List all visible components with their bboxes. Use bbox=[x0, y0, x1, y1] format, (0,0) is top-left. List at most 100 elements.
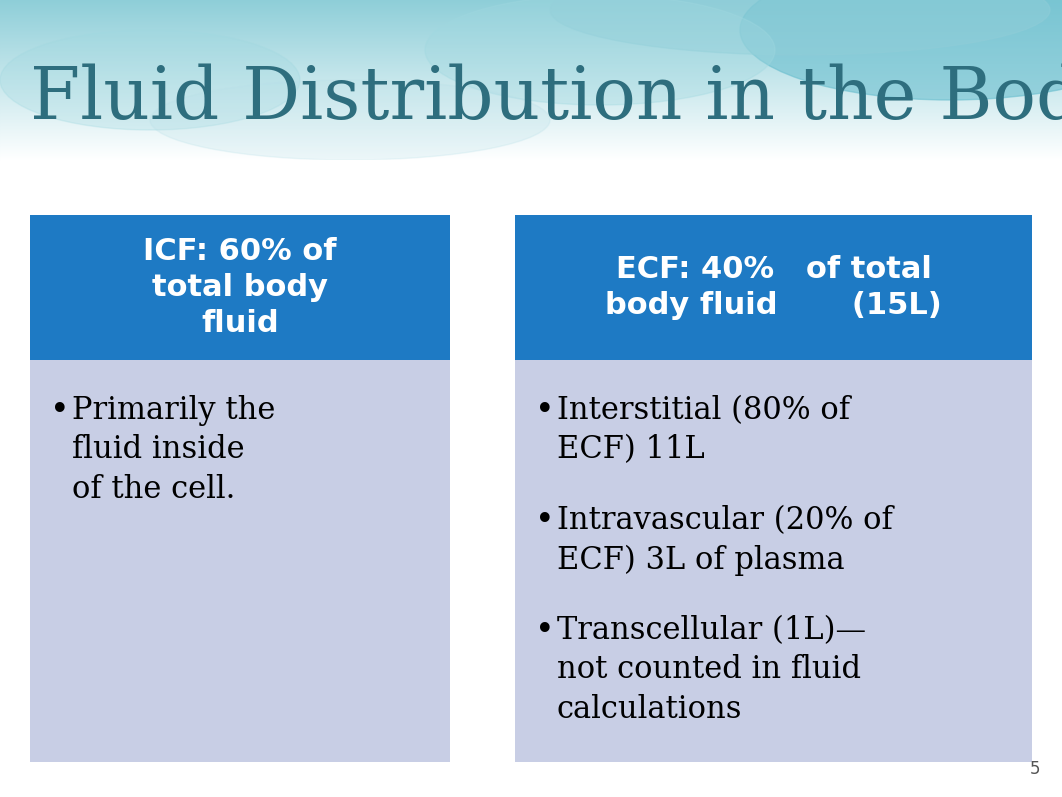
Bar bbox=[0, 21, 1062, 22]
Bar bbox=[0, 85, 1062, 86]
Bar bbox=[0, 90, 1062, 91]
Bar bbox=[0, 79, 1062, 80]
Bar bbox=[0, 76, 1062, 77]
Bar bbox=[0, 0, 1062, 1]
Bar bbox=[0, 138, 1062, 139]
Bar bbox=[0, 84, 1062, 85]
Bar bbox=[0, 154, 1062, 155]
Bar bbox=[0, 107, 1062, 108]
Text: •: • bbox=[535, 505, 554, 537]
Bar bbox=[0, 147, 1062, 148]
Bar bbox=[0, 148, 1062, 149]
Bar bbox=[0, 95, 1062, 96]
Bar bbox=[0, 110, 1062, 111]
Bar bbox=[0, 129, 1062, 130]
Bar bbox=[0, 23, 1062, 24]
Bar bbox=[0, 62, 1062, 63]
Bar bbox=[0, 66, 1062, 67]
Bar bbox=[0, 22, 1062, 23]
Bar bbox=[0, 105, 1062, 106]
Bar bbox=[0, 54, 1062, 55]
Bar bbox=[0, 18, 1062, 19]
Bar bbox=[0, 5, 1062, 6]
Bar bbox=[0, 117, 1062, 118]
Bar bbox=[0, 100, 1062, 101]
Bar bbox=[0, 10, 1062, 11]
Bar bbox=[0, 75, 1062, 76]
Bar bbox=[0, 26, 1062, 27]
Bar bbox=[0, 61, 1062, 62]
Bar bbox=[0, 130, 1062, 131]
Bar bbox=[0, 36, 1062, 37]
Bar bbox=[0, 8, 1062, 9]
Bar bbox=[0, 128, 1062, 129]
Bar bbox=[0, 33, 1062, 34]
Bar bbox=[0, 14, 1062, 15]
Bar bbox=[0, 16, 1062, 17]
Bar bbox=[0, 68, 1062, 69]
Text: Interstitial (80% of
ECF) 11L: Interstitial (80% of ECF) 11L bbox=[556, 395, 850, 465]
Bar bbox=[0, 17, 1062, 18]
Bar bbox=[0, 101, 1062, 102]
Bar bbox=[0, 35, 1062, 36]
Bar bbox=[0, 115, 1062, 116]
Bar bbox=[0, 103, 1062, 104]
Bar bbox=[0, 69, 1062, 70]
Bar bbox=[0, 11, 1062, 12]
Bar bbox=[0, 82, 1062, 83]
Text: Primarily the
fluid inside
of the cell.: Primarily the fluid inside of the cell. bbox=[72, 395, 275, 505]
Text: Fluid Distribution in the Body: Fluid Distribution in the Body bbox=[30, 64, 1062, 135]
Bar bbox=[0, 108, 1062, 109]
Bar bbox=[0, 131, 1062, 132]
FancyBboxPatch shape bbox=[30, 360, 450, 762]
Bar bbox=[0, 83, 1062, 84]
Ellipse shape bbox=[740, 0, 1062, 100]
Bar bbox=[0, 140, 1062, 141]
Bar bbox=[0, 152, 1062, 153]
Bar bbox=[0, 40, 1062, 41]
Bar bbox=[0, 92, 1062, 93]
Text: •: • bbox=[535, 615, 554, 647]
Bar bbox=[0, 74, 1062, 75]
Ellipse shape bbox=[0, 30, 299, 130]
Bar bbox=[0, 50, 1062, 51]
Bar bbox=[0, 98, 1062, 99]
Bar bbox=[0, 159, 1062, 160]
Bar bbox=[0, 111, 1062, 112]
Bar bbox=[0, 41, 1062, 42]
Bar bbox=[0, 143, 1062, 144]
Bar bbox=[0, 139, 1062, 140]
Bar bbox=[0, 39, 1062, 40]
Bar bbox=[0, 135, 1062, 136]
Bar bbox=[0, 73, 1062, 74]
Bar bbox=[0, 70, 1062, 71]
Bar bbox=[0, 30, 1062, 31]
Bar bbox=[0, 150, 1062, 151]
Bar bbox=[0, 109, 1062, 110]
Bar bbox=[0, 144, 1062, 145]
Bar bbox=[0, 77, 1062, 78]
Bar bbox=[0, 99, 1062, 100]
Bar bbox=[0, 93, 1062, 94]
Bar bbox=[0, 86, 1062, 87]
Bar bbox=[0, 47, 1062, 48]
Bar bbox=[0, 67, 1062, 68]
Bar bbox=[0, 78, 1062, 79]
Bar bbox=[0, 146, 1062, 147]
Bar bbox=[0, 136, 1062, 137]
Bar bbox=[0, 20, 1062, 21]
FancyBboxPatch shape bbox=[515, 215, 1032, 360]
Bar bbox=[0, 132, 1062, 133]
Bar bbox=[0, 59, 1062, 60]
Bar bbox=[0, 48, 1062, 49]
Bar bbox=[0, 145, 1062, 146]
Bar bbox=[0, 80, 1062, 81]
Text: Transcellular (1L)—
not counted in fluid
calculations: Transcellular (1L)— not counted in fluid… bbox=[556, 615, 867, 724]
Bar bbox=[0, 125, 1062, 126]
Bar bbox=[0, 3, 1062, 4]
Bar bbox=[0, 151, 1062, 152]
Bar bbox=[0, 133, 1062, 134]
Bar bbox=[0, 116, 1062, 117]
Bar bbox=[0, 60, 1062, 61]
Bar bbox=[0, 119, 1062, 120]
